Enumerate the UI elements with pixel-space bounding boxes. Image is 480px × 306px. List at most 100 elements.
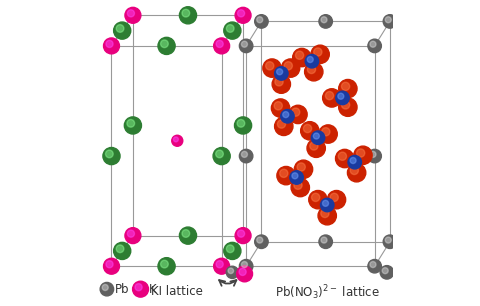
Circle shape (239, 268, 246, 275)
Circle shape (336, 91, 349, 105)
Circle shape (238, 230, 245, 237)
Circle shape (382, 268, 388, 274)
Circle shape (341, 101, 350, 109)
Circle shape (338, 152, 347, 160)
Circle shape (307, 139, 325, 157)
Circle shape (314, 48, 322, 56)
Circle shape (182, 9, 190, 17)
Circle shape (339, 80, 357, 98)
Circle shape (116, 24, 124, 32)
Circle shape (182, 230, 190, 237)
Circle shape (370, 41, 376, 47)
Circle shape (357, 149, 365, 157)
Circle shape (161, 260, 168, 268)
Circle shape (350, 158, 356, 163)
Circle shape (385, 237, 391, 243)
Circle shape (277, 120, 286, 128)
Circle shape (294, 160, 312, 178)
Text: Pb(NO$_3$)$^{2-}$ lattice: Pb(NO$_3$)$^{2-}$ lattice (275, 283, 380, 302)
Circle shape (274, 102, 282, 110)
Circle shape (291, 178, 310, 197)
Circle shape (319, 235, 333, 248)
Circle shape (297, 163, 305, 171)
Circle shape (323, 200, 328, 206)
Circle shape (125, 228, 141, 244)
Circle shape (275, 78, 283, 86)
Circle shape (114, 22, 131, 39)
Circle shape (348, 163, 366, 182)
Circle shape (180, 227, 196, 244)
Circle shape (116, 245, 124, 253)
Circle shape (158, 37, 175, 54)
Circle shape (330, 193, 338, 201)
Circle shape (127, 230, 134, 237)
Circle shape (106, 40, 113, 47)
Circle shape (380, 266, 394, 279)
Circle shape (135, 284, 142, 291)
Circle shape (319, 15, 333, 28)
Circle shape (238, 10, 245, 17)
Circle shape (106, 261, 113, 268)
Circle shape (370, 151, 376, 157)
Circle shape (127, 10, 134, 17)
Circle shape (173, 137, 179, 142)
Circle shape (241, 262, 248, 267)
Circle shape (307, 65, 316, 73)
Circle shape (293, 48, 311, 67)
Circle shape (235, 228, 251, 244)
Circle shape (100, 282, 114, 296)
Circle shape (313, 133, 319, 139)
Circle shape (265, 62, 274, 70)
Text: KI lattice: KI lattice (151, 285, 203, 297)
Circle shape (321, 17, 327, 23)
Circle shape (257, 17, 263, 23)
Circle shape (289, 105, 307, 124)
Circle shape (290, 171, 303, 184)
Circle shape (235, 117, 252, 134)
Circle shape (272, 75, 290, 93)
Circle shape (309, 190, 327, 209)
Circle shape (216, 150, 223, 158)
Circle shape (305, 54, 319, 68)
Circle shape (125, 7, 141, 23)
Circle shape (300, 122, 319, 140)
Circle shape (276, 69, 283, 75)
Circle shape (216, 40, 223, 47)
Circle shape (321, 237, 327, 243)
Circle shape (321, 209, 329, 218)
Circle shape (227, 245, 234, 253)
Circle shape (370, 262, 376, 267)
Text: K: K (149, 283, 156, 296)
Circle shape (240, 149, 253, 163)
Circle shape (172, 135, 183, 146)
Circle shape (255, 15, 268, 28)
Circle shape (214, 38, 229, 54)
Circle shape (295, 51, 304, 59)
Circle shape (292, 173, 298, 179)
Circle shape (263, 59, 281, 77)
Circle shape (228, 268, 234, 274)
Circle shape (280, 169, 288, 177)
Circle shape (235, 7, 251, 23)
Circle shape (323, 89, 341, 107)
Circle shape (104, 258, 120, 274)
Circle shape (307, 57, 313, 62)
Circle shape (227, 24, 234, 32)
Circle shape (127, 119, 134, 127)
Circle shape (224, 242, 241, 259)
Circle shape (341, 82, 350, 91)
Circle shape (240, 259, 253, 273)
Circle shape (104, 38, 120, 54)
Circle shape (283, 112, 289, 118)
Circle shape (106, 150, 113, 158)
Circle shape (102, 285, 108, 290)
Circle shape (216, 261, 223, 268)
Circle shape (281, 110, 294, 123)
Circle shape (255, 235, 268, 248)
Circle shape (312, 131, 325, 144)
Circle shape (368, 259, 382, 273)
Circle shape (213, 147, 230, 165)
Circle shape (284, 62, 292, 70)
Circle shape (224, 22, 241, 39)
Circle shape (114, 242, 131, 259)
